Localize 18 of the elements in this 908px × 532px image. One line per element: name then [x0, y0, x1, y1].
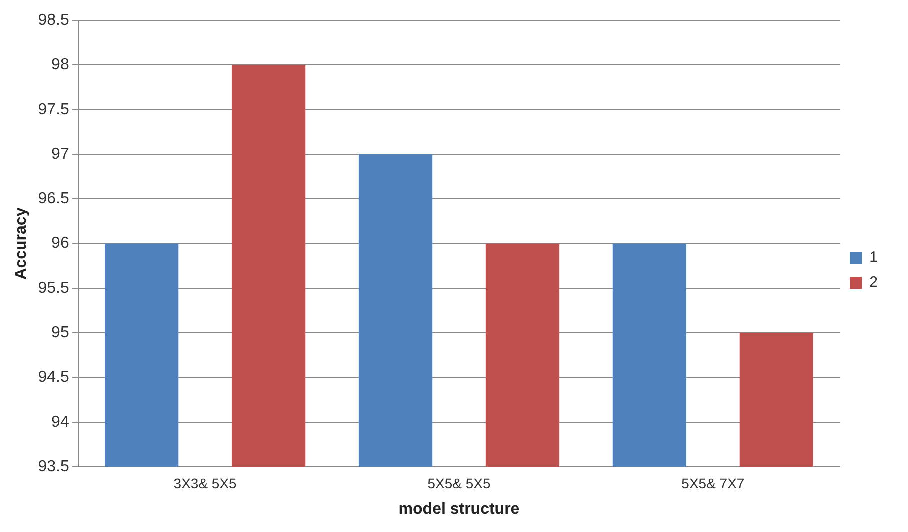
y-tick-label: 97 — [52, 146, 70, 163]
y-tick-label: 97.5 — [38, 101, 70, 118]
legend-label: 2 — [870, 274, 878, 292]
y-tick-label: 96 — [52, 235, 70, 252]
y-axis-title: Accuracy — [13, 208, 30, 280]
x-tick-label: 5X5& 7X7 — [682, 475, 745, 492]
y-tick-label: 95.5 — [38, 280, 70, 297]
y-tick-label: 96.5 — [38, 190, 70, 208]
x-tick-label: 3X3& 5X5 — [174, 475, 238, 492]
y-tick-label: 95 — [52, 324, 70, 342]
y-tick-label: 98.5 — [38, 12, 70, 30]
x-tick-label: 5X5& 5X5 — [428, 475, 491, 492]
y-tick-label: 98 — [52, 56, 70, 74]
y-tick-label: 94 — [52, 414, 70, 431]
legend-label: 1 — [870, 249, 878, 266]
x-axis-title: model structure — [398, 500, 520, 518]
y-tick-label: 94.5 — [38, 369, 70, 386]
y-tick-label: 93.5 — [38, 458, 70, 476]
